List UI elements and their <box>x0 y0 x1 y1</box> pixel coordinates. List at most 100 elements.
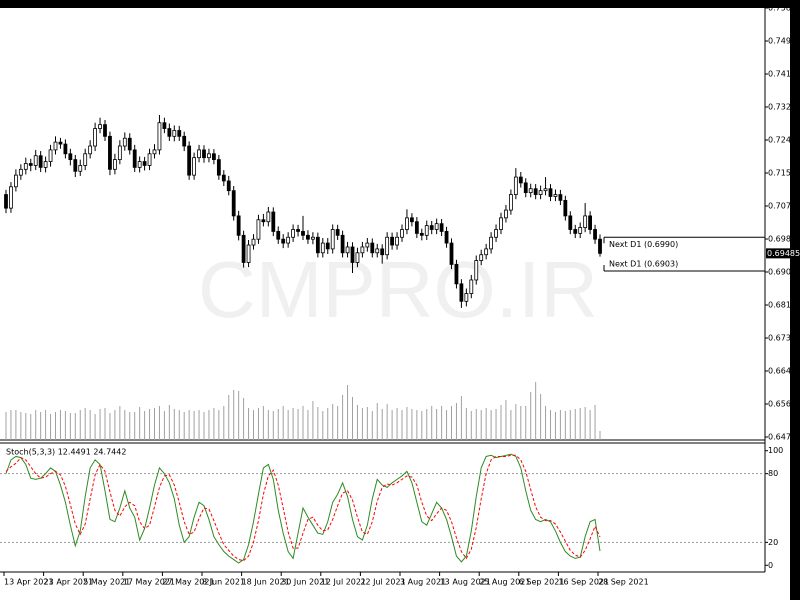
candle-body <box>528 188 533 194</box>
candle-body <box>276 231 281 240</box>
candle-body <box>429 225 434 230</box>
candle-body <box>469 279 474 294</box>
candle-body <box>13 174 18 188</box>
x-tick-label: 16 Sep 2021 <box>558 578 609 587</box>
x-tick-label: 17 May 2021 <box>123 578 175 587</box>
candle-body <box>523 182 528 194</box>
candle-body <box>489 236 494 250</box>
candle-body <box>261 219 266 223</box>
candle-body <box>4 194 8 209</box>
candle-body <box>558 194 563 201</box>
stoch-line <box>5 453 601 564</box>
candle-body <box>9 186 13 209</box>
candle-body <box>236 215 241 236</box>
candle-body <box>48 149 53 162</box>
candle-body <box>88 145 93 155</box>
candle-body <box>499 217 503 230</box>
candle-body <box>444 231 449 244</box>
candle-body <box>454 264 459 285</box>
candle-body <box>197 149 201 159</box>
y-tick-label: 0.65605 <box>768 400 800 409</box>
candle-body <box>563 199 568 217</box>
y-tick-label: 100 <box>768 446 783 455</box>
level-label: Next D1 (0.6990) <box>609 240 678 249</box>
candle-body <box>28 163 33 166</box>
candle-body <box>414 221 419 234</box>
candle-body <box>479 254 484 261</box>
candle-body <box>573 229 578 234</box>
candle-body <box>588 215 592 230</box>
x-tick-label: 22 Jul 2021 <box>360 578 405 587</box>
stoch-line <box>5 454 601 562</box>
candle-body <box>187 145 192 176</box>
candle-body <box>231 190 236 217</box>
y-tick-label: 0.70705 <box>768 202 800 211</box>
x-tick-label: 18 Jun 2021 <box>242 578 290 587</box>
candle-body <box>504 209 508 219</box>
candle-body <box>513 176 518 195</box>
candle-body <box>108 135 112 170</box>
candle-body <box>335 229 340 236</box>
top-bar <box>0 0 800 8</box>
candle-body <box>172 130 177 137</box>
price-tag-label: 0.69485 <box>767 249 800 258</box>
candle-body <box>365 242 370 248</box>
x-tick-label: 13 Apr 2021 <box>4 578 53 587</box>
y-tick-label: 0.66455 <box>768 367 800 376</box>
candle-body <box>78 165 83 172</box>
candle-body <box>98 124 102 129</box>
x-tick-label: 13 Aug 2021 <box>440 578 491 587</box>
candle-body <box>449 242 454 265</box>
candle-body <box>122 137 127 147</box>
candle-body <box>315 236 320 254</box>
candle-body <box>211 153 216 161</box>
candle-body <box>256 219 261 240</box>
candle-body <box>424 225 429 236</box>
candle-body <box>598 238 602 254</box>
candle-body <box>568 215 573 230</box>
candle-body <box>18 168 23 176</box>
y-tick-label: 0.69005 <box>768 268 800 277</box>
candle-body <box>147 153 152 166</box>
candle-body <box>167 128 172 137</box>
candle-body <box>464 293 469 302</box>
y-tick-label: 0.73255 <box>768 103 800 112</box>
y-tick-label: 80 <box>768 469 778 478</box>
candle-body <box>207 153 211 159</box>
candle-body <box>325 242 330 250</box>
candle-body <box>137 161 142 168</box>
candle-body <box>202 149 206 159</box>
x-tick-label: 5 May 2021 <box>83 578 130 587</box>
candle-body <box>296 229 300 232</box>
candle-body <box>127 137 132 151</box>
candle-body <box>182 135 187 147</box>
candle-body <box>103 124 107 137</box>
candle-body <box>226 180 231 192</box>
candle-body <box>400 229 404 238</box>
candle-body <box>419 232 424 236</box>
candle-body <box>53 141 58 151</box>
candle-body <box>439 223 444 232</box>
candle-body <box>518 176 523 184</box>
candle-body <box>216 159 221 176</box>
candle-body <box>221 174 226 182</box>
x-tick-label: 23 Apr 2021 <box>44 578 93 587</box>
candle-body <box>38 155 43 168</box>
price-tag <box>766 248 791 259</box>
candle-body <box>350 246 355 263</box>
candle-body <box>340 234 345 254</box>
candle-body <box>593 229 597 240</box>
candle-body <box>380 248 385 256</box>
candle-body <box>157 122 162 151</box>
candle-body <box>578 227 583 234</box>
candle-body <box>320 242 325 254</box>
y-tick-label: 0.64755 <box>768 433 800 442</box>
x-tick-label: 28 Sep 2021 <box>598 578 649 587</box>
candle-body <box>395 236 399 246</box>
candle-body <box>192 157 197 176</box>
stoch-title: Stoch(5,3,3) 12.4491 24.7442 <box>6 448 126 457</box>
candle-body <box>310 236 315 240</box>
candle-body <box>266 211 271 223</box>
